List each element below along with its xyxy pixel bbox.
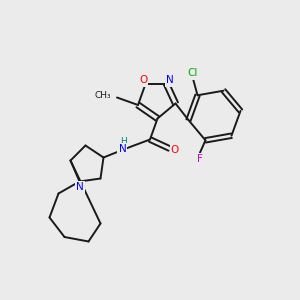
Text: CH₃: CH₃ [95,92,112,100]
Text: O: O [139,75,147,85]
Text: N: N [76,182,84,192]
Text: O: O [171,145,179,155]
Text: Cl: Cl [188,68,198,78]
Text: N: N [166,75,174,85]
Text: N: N [118,144,126,154]
Text: H: H [120,137,127,146]
Text: F: F [196,154,202,164]
